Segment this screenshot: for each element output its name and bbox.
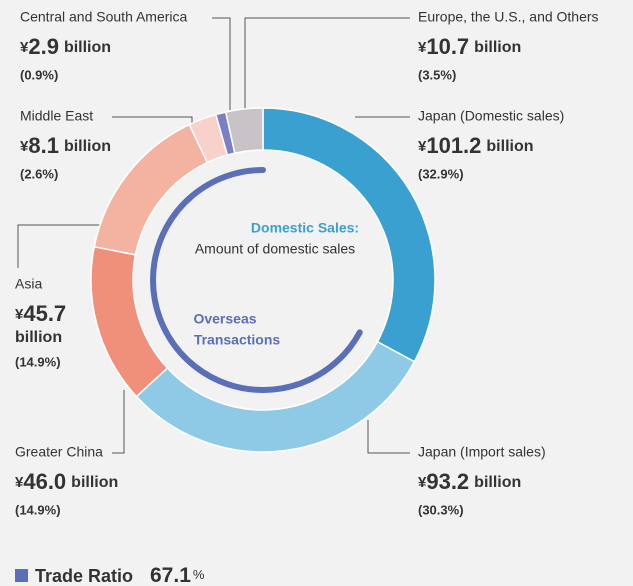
trade-ratio-arc <box>150 167 363 393</box>
donut-segment <box>93 123 209 256</box>
share-label: (0.9%) <box>20 67 58 82</box>
unit: billion <box>15 329 62 346</box>
category-label: Middle East <box>20 108 93 124</box>
donut-segment <box>135 340 416 453</box>
center-title: Transactions <box>194 332 281 348</box>
category-label: Greater China <box>15 444 103 460</box>
share-label: (30.3%) <box>418 502 464 517</box>
leader-line <box>112 390 125 454</box>
legend-swatch <box>15 569 28 582</box>
value-label: ¥45.7 <box>15 301 66 326</box>
share-label: (32.9%) <box>418 166 464 181</box>
unit: billion <box>71 474 118 491</box>
category-label: Japan (Domestic sales) <box>418 108 564 124</box>
leader-line <box>212 17 231 110</box>
currency: ¥ <box>418 474 427 491</box>
center-text: Amount of domestic sales <box>195 241 355 257</box>
leader-line <box>367 420 410 454</box>
leader-line <box>17 224 108 268</box>
value-label: ¥93.2 billion <box>418 469 521 494</box>
value-label: ¥46.0 billion <box>15 469 118 494</box>
leader-line <box>244 17 410 110</box>
value: 10.7 <box>426 34 469 59</box>
share-label: (3.5%) <box>418 67 456 82</box>
unit: billion <box>64 138 111 155</box>
share-label: (14.9%) <box>15 354 61 369</box>
unit: billion <box>486 138 533 155</box>
unit: billion <box>474 39 521 56</box>
unit: billion <box>474 474 521 491</box>
value: 8.1 <box>28 133 59 158</box>
center-title: Domestic Sales: <box>251 220 359 236</box>
legend-label: Trade Ratio <box>35 566 133 586</box>
donut-segment <box>224 107 264 154</box>
value: 93.2 <box>426 469 469 494</box>
currency: ¥ <box>20 39 29 56</box>
value: 2.9 <box>28 34 59 59</box>
share-label: (14.9%) <box>15 502 61 517</box>
center-title: Overseas <box>193 311 256 327</box>
category-label: Japan (Import sales) <box>418 444 546 460</box>
leader-lines <box>17 17 410 454</box>
currency: ¥ <box>15 306 24 323</box>
unit: billion <box>64 39 111 56</box>
share-label: (2.6%) <box>20 166 58 181</box>
leader-line <box>112 116 193 130</box>
value: 101.2 <box>426 133 481 158</box>
value: 46.0 <box>23 469 66 494</box>
value: 45.7 <box>23 301 66 326</box>
value-label: ¥10.7 billion <box>418 34 521 59</box>
value-label: ¥8.1 billion <box>20 133 111 158</box>
category-label: Central and South America <box>20 9 188 25</box>
currency: ¥ <box>15 474 24 491</box>
legend-value: 67.1% <box>150 564 205 586</box>
category-label: Asia <box>15 276 42 292</box>
unit: % <box>193 567 205 582</box>
currency: ¥ <box>20 138 29 155</box>
category-label: Europe, the U.S., and Others <box>418 9 599 25</box>
value-label: ¥2.9 billion <box>20 34 111 59</box>
currency: ¥ <box>418 39 427 56</box>
value: 67.1 <box>150 564 191 586</box>
currency: ¥ <box>418 138 427 155</box>
value-label: ¥101.2 billion <box>418 133 534 158</box>
